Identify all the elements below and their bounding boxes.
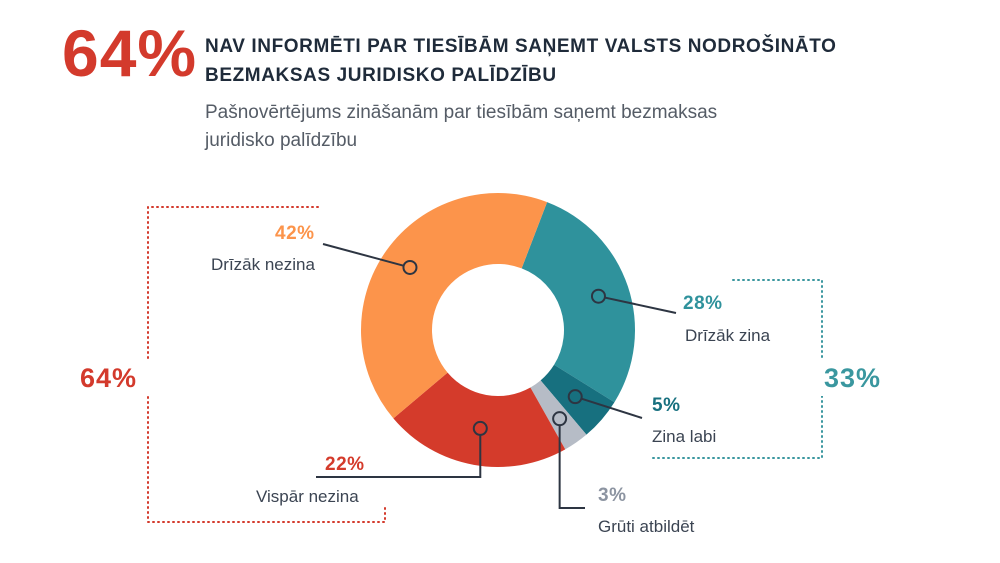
slice-label-gruti-atbildet: Grūti atbildēt	[598, 517, 695, 536]
slice-label-drizak-nezina: Drīzāk nezina	[211, 255, 315, 274]
leader-marker-0	[590, 288, 606, 304]
slice-label-zina-labi-percent: 5%	[652, 395, 680, 416]
headline-percent: 64%	[62, 16, 198, 90]
slice-label-drizak-zina-percent: 28%	[683, 293, 723, 314]
bracket-negative-gap	[70, 360, 150, 396]
leader-line-3	[316, 428, 482, 478]
slice-label-gruti-atbildet-percent: 3%	[598, 485, 626, 506]
group-negative-percent: 64%	[80, 363, 137, 393]
leader-line-1	[574, 395, 643, 419]
leader-marker-4	[402, 259, 418, 275]
leader-lines	[316, 243, 677, 509]
donut-slice-3	[393, 372, 566, 467]
leader-marker-3	[472, 420, 488, 436]
bracket-positive	[649, 279, 823, 459]
chart-subtitle: Pašnovērtējums zināšanām par tiesībām sa…	[205, 102, 718, 151]
leader-marker-1	[567, 389, 583, 405]
donut-slice-4	[361, 192, 548, 419]
slice-label-zina-labi: Zina labi	[652, 427, 716, 446]
donut-slice-0	[521, 202, 636, 403]
slice-label-drizak-nezina-percent: 42%	[275, 223, 315, 244]
bracket-negative	[147, 206, 386, 523]
slice-label-vispar-nezina: Vispār nezina	[256, 487, 359, 506]
group-positive-percent: 33%	[824, 363, 881, 393]
donut-slices	[361, 192, 636, 467]
leader-line-2	[558, 418, 585, 509]
slice-label-vispar-nezina-percent: 22%	[325, 454, 365, 475]
leader-marker-2	[552, 411, 568, 427]
leader-line-0	[598, 295, 677, 314]
page-title: NAV INFORMĒTI PAR TIESĪBĀM SAŅEMT VALSTS…	[205, 36, 837, 86]
bracket-positive-gap	[810, 360, 890, 396]
slice-label-drizak-zina: Drīzāk zina	[685, 326, 771, 345]
leader-line-4	[322, 243, 411, 269]
